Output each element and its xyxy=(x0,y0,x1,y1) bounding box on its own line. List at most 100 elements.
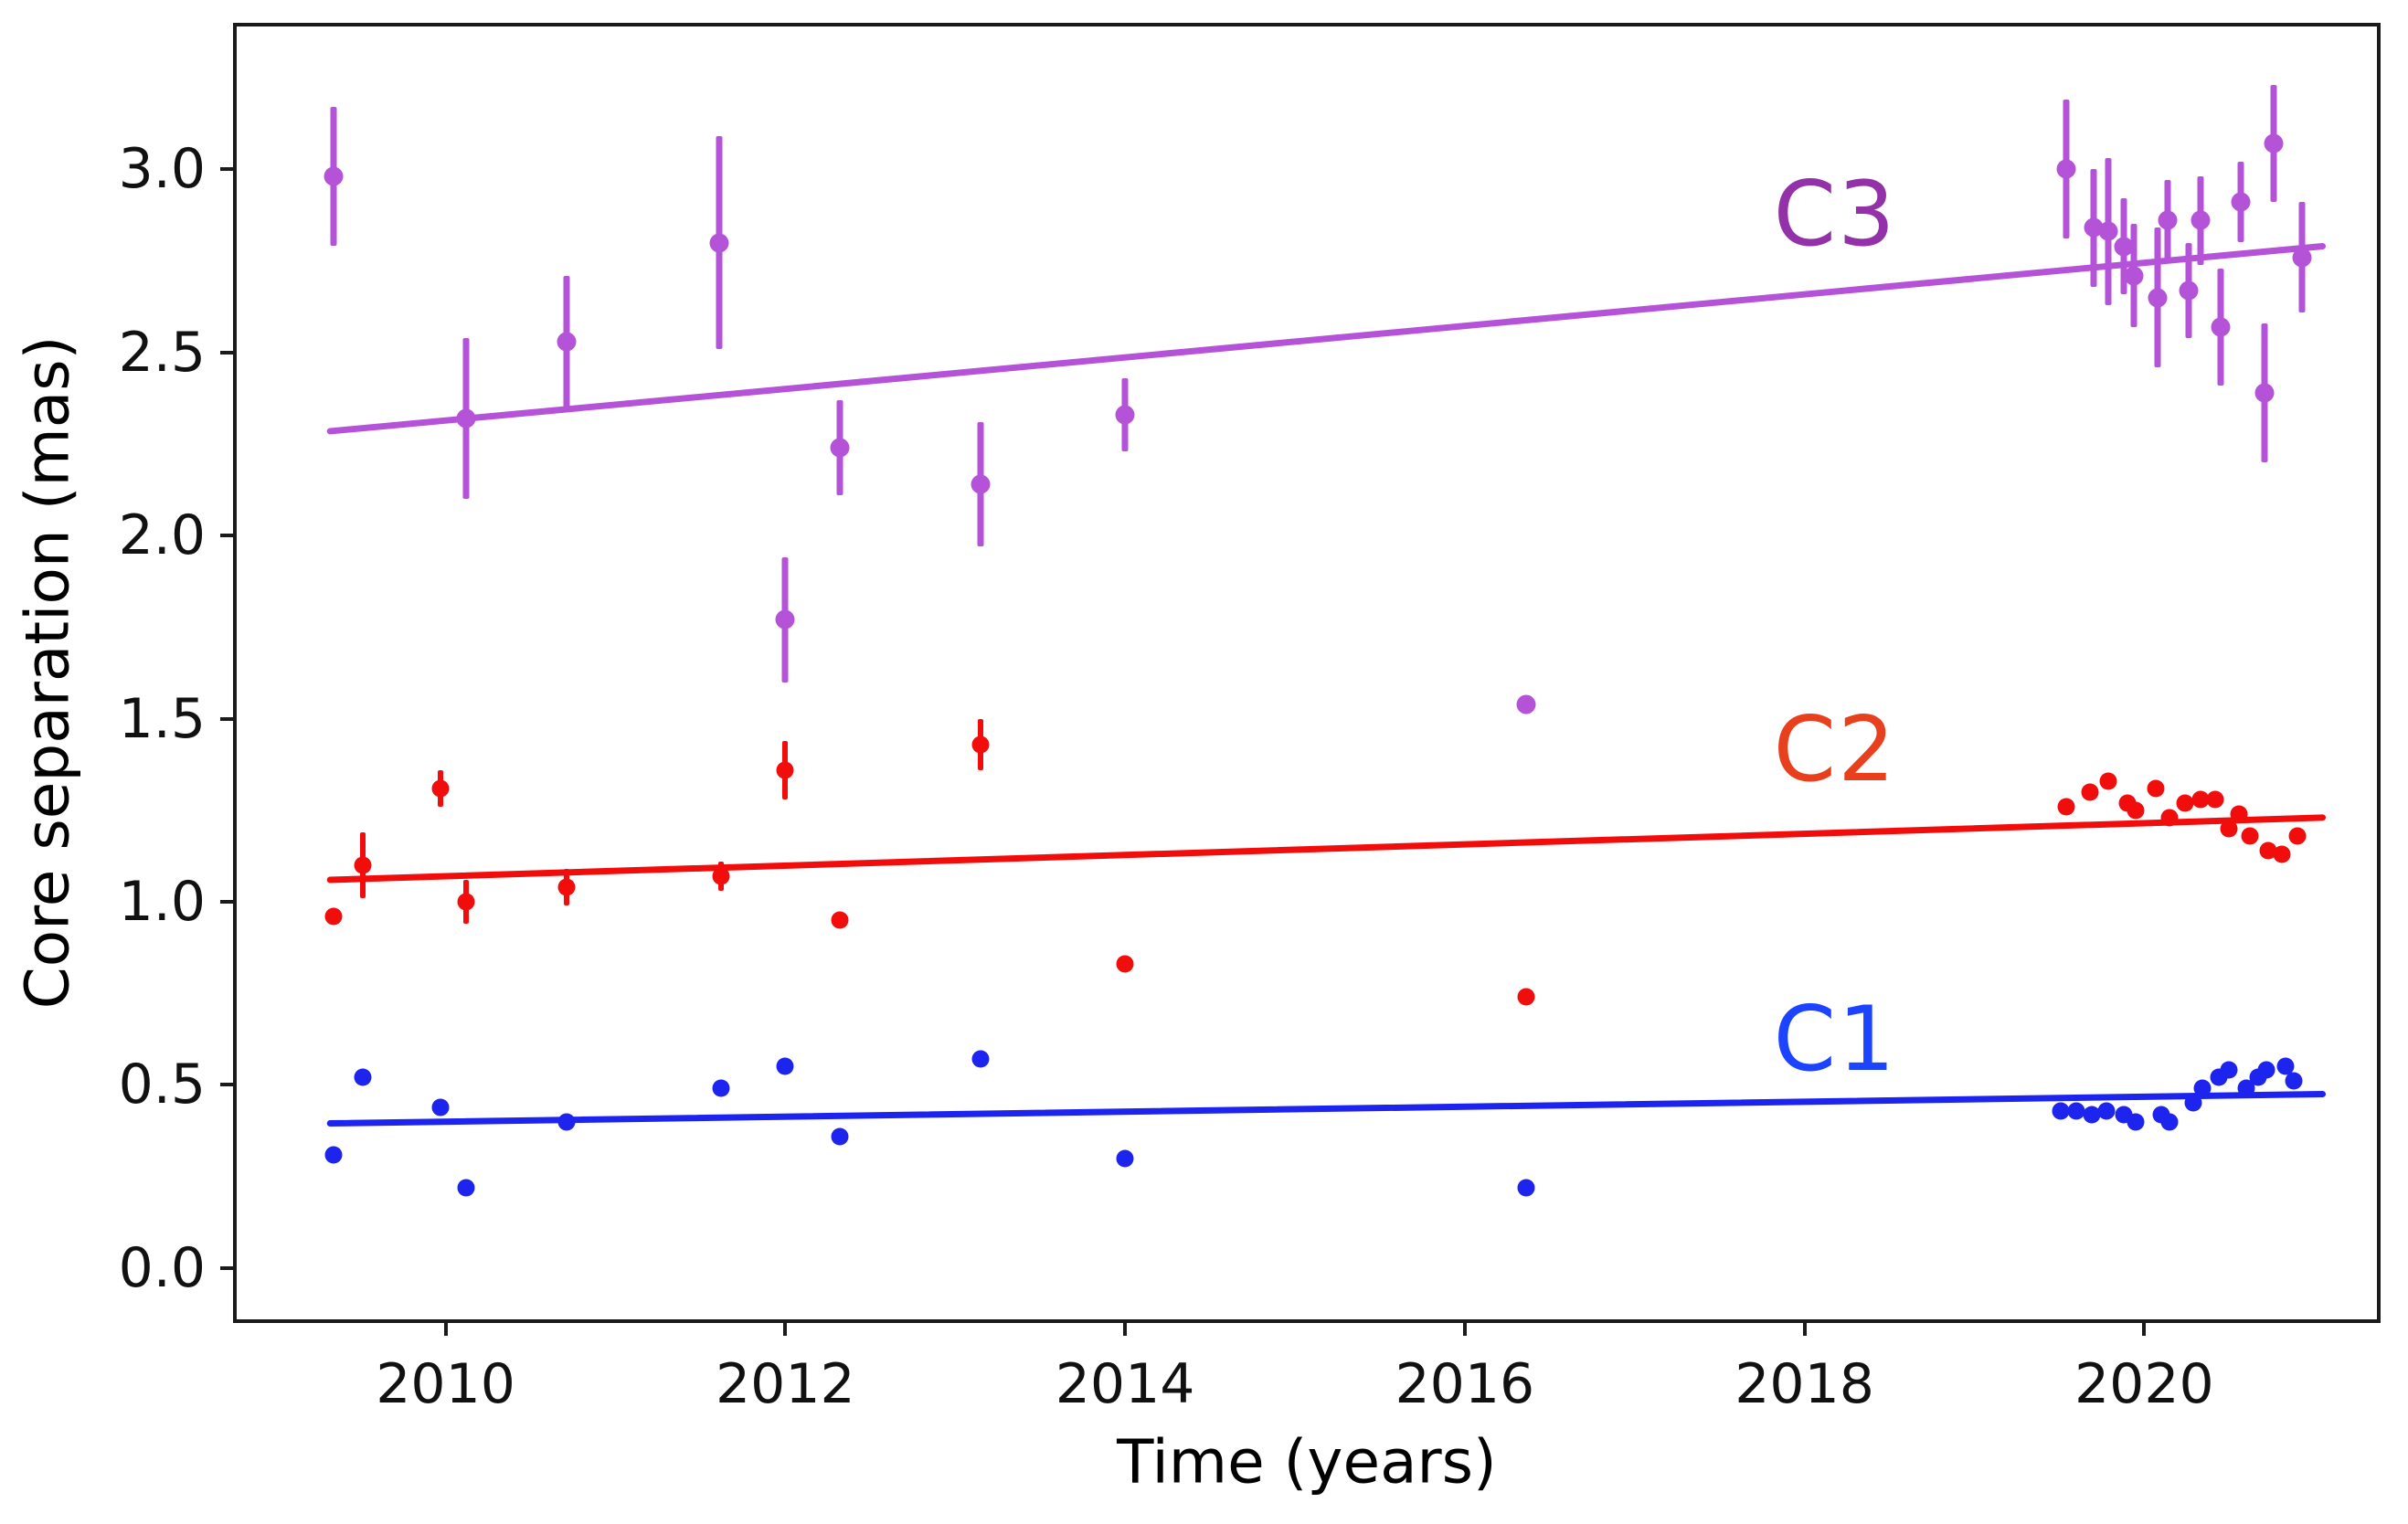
data-point-c3 xyxy=(2098,221,2118,241)
data-point-c1 xyxy=(2052,1102,2070,1120)
data-point-c2 xyxy=(2081,783,2099,801)
y-tick xyxy=(220,900,237,905)
data-point-c2 xyxy=(2176,794,2194,812)
data-point-c3 xyxy=(2231,192,2251,212)
data-point-c3 xyxy=(2254,383,2275,403)
y-tick xyxy=(220,167,237,172)
data-point-c1 xyxy=(2160,1113,2179,1131)
data-point-c3 xyxy=(775,609,795,630)
data-point-c3 xyxy=(2056,159,2076,179)
data-point-c1 xyxy=(557,1113,576,1131)
x-tick xyxy=(783,1319,788,1336)
x-tick xyxy=(1123,1319,1128,1336)
y-tick xyxy=(220,534,237,538)
data-point-c1 xyxy=(354,1068,372,1086)
data-point-c2 xyxy=(1517,988,1535,1006)
trend-line-c1 xyxy=(326,1090,2327,1127)
data-point-c3 xyxy=(2114,237,2134,256)
data-point-c2 xyxy=(2099,772,2117,790)
data-point-c2 xyxy=(2259,841,2277,860)
y-tick-label: 0.0 xyxy=(118,1235,206,1300)
data-point-c2 xyxy=(2127,801,2145,820)
data-point-c2 xyxy=(2220,820,2238,838)
data-point-c2 xyxy=(776,761,794,779)
data-point-c2 xyxy=(354,856,372,874)
x-tick xyxy=(1802,1319,1807,1336)
data-point-c1 xyxy=(831,1127,849,1146)
data-point-c1 xyxy=(2097,1102,2116,1120)
data-point-c3 xyxy=(324,166,344,186)
x-tick-label: 2020 xyxy=(2074,1352,2214,1416)
data-point-c3 xyxy=(2158,210,2178,230)
y-tick xyxy=(220,1265,237,1270)
y-axis-title: Core separation (mas) xyxy=(12,335,83,1010)
data-point-c2 xyxy=(2191,790,2210,809)
data-point-c2 xyxy=(831,911,849,929)
series-label-c3: C3 xyxy=(1773,163,1897,268)
data-point-c2 xyxy=(324,907,343,926)
data-point-c3 xyxy=(830,438,850,458)
data-point-c2 xyxy=(2160,809,2179,827)
data-point-c2 xyxy=(2206,790,2224,809)
y-tick xyxy=(220,716,237,721)
data-point-c3 xyxy=(2179,280,2199,301)
data-point-c1 xyxy=(2184,1094,2202,1112)
data-point-c1 xyxy=(1517,1179,1535,1197)
data-point-c1 xyxy=(431,1098,450,1116)
data-point-c2 xyxy=(1116,955,1134,973)
x-tick-label: 2010 xyxy=(376,1352,515,1416)
data-point-c1 xyxy=(457,1179,475,1197)
data-point-c2 xyxy=(2147,779,2165,798)
data-point-c3 xyxy=(557,332,577,352)
data-point-c1 xyxy=(2285,1072,2303,1090)
trend-lines-layer xyxy=(326,243,2327,1127)
y-tick xyxy=(220,350,237,355)
data-point-c1 xyxy=(2257,1061,2275,1079)
x-tick-label: 2018 xyxy=(1734,1352,1874,1416)
data-point-c1 xyxy=(776,1057,794,1075)
trend-line-c2 xyxy=(326,814,2327,884)
trend-line-c3 xyxy=(326,243,2327,435)
data-point-c1 xyxy=(971,1050,990,1068)
x-axis-title: Time (years) xyxy=(1117,1426,1497,1498)
data-point-c2 xyxy=(712,867,730,885)
data-point-c1 xyxy=(2127,1113,2145,1131)
x-tick-label: 2012 xyxy=(716,1352,855,1416)
series-label-c2: C2 xyxy=(1773,697,1897,802)
x-tick xyxy=(2142,1319,2147,1336)
data-point-c3 xyxy=(709,233,729,252)
data-point-c3 xyxy=(456,408,476,429)
data-point-c1 xyxy=(2220,1061,2238,1079)
data-point-c3 xyxy=(1115,405,1135,425)
x-tick xyxy=(443,1319,448,1336)
y-tick-label: 1.5 xyxy=(118,686,206,751)
data-point-c1 xyxy=(324,1146,343,1164)
data-point-c1 xyxy=(712,1079,730,1097)
data-point-c2 xyxy=(557,878,576,896)
y-tick-label: 3.0 xyxy=(118,137,206,202)
x-tick xyxy=(1462,1319,1467,1336)
data-point-c2 xyxy=(2241,827,2259,845)
data-point-c3 xyxy=(2191,210,2211,230)
data-point-c2 xyxy=(2273,845,2291,863)
y-tick-label: 0.5 xyxy=(118,1053,206,1117)
data-point-c3 xyxy=(2084,217,2104,238)
y-tick-label: 2.5 xyxy=(118,320,206,385)
data-point-c1 xyxy=(2237,1079,2255,1097)
y-tick-label: 2.0 xyxy=(118,503,206,568)
y-tick xyxy=(220,1083,237,1087)
data-point-c2 xyxy=(2288,827,2307,845)
data-point-c3 xyxy=(2148,288,2168,308)
y-tick-label: 1.0 xyxy=(118,870,206,935)
data-point-c1 xyxy=(2193,1079,2212,1097)
data-point-c3 xyxy=(2292,248,2312,268)
data-point-c2 xyxy=(2057,798,2075,816)
data-point-c3 xyxy=(971,474,991,494)
data-point-c3 xyxy=(1516,694,1536,714)
data-point-c1 xyxy=(2067,1102,2085,1120)
plot-area: 2010 2012 2014 2016 2018 2020 0.0 0.5 1.0 1.5 2.0 2… xyxy=(119,23,2381,1416)
data-point-c2 xyxy=(2230,805,2248,823)
data-point-c1 xyxy=(2083,1106,2101,1124)
series-label-c1: C1 xyxy=(1773,988,1897,1093)
data-point-c3 xyxy=(2124,266,2144,286)
